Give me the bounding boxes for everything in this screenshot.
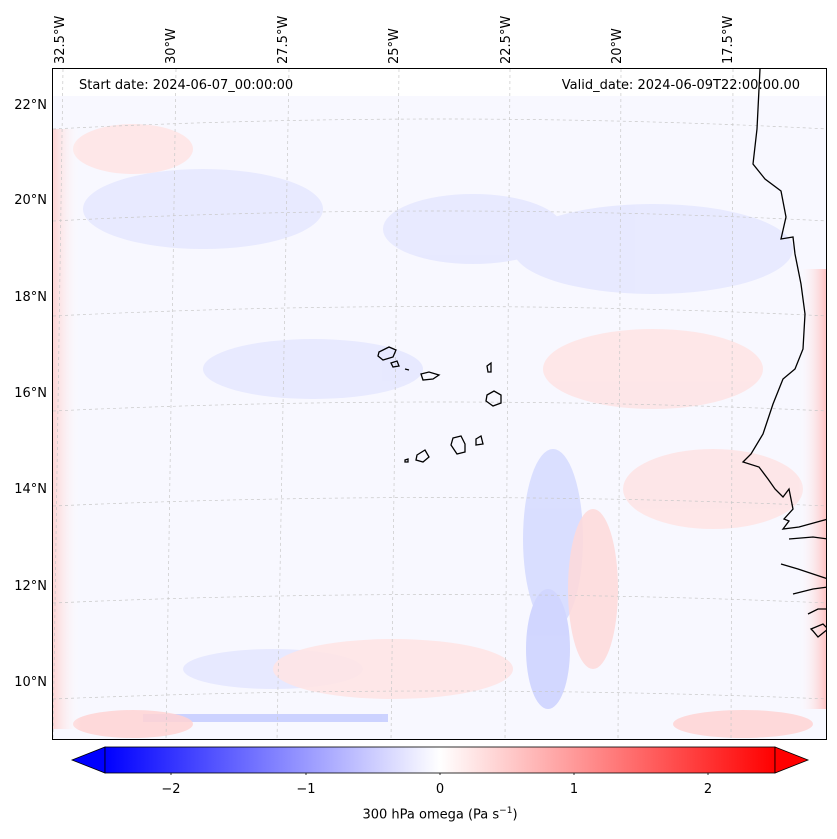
colorbar-tick-minus2: −2 (161, 782, 181, 797)
colorbar-gradient (104, 746, 776, 774)
lon-label-27-5w: 27.5°W (276, 15, 291, 64)
coastline (377, 69, 826, 638)
valid-date-label: Valid_date: 2024-06-09T22:00:00.00 (561, 78, 800, 93)
lon-label-32-5w: 32.5°W (53, 15, 68, 64)
omega-positive-regions (73, 124, 813, 738)
map-canvas (53, 69, 826, 739)
colorbar-label-suffix: ) (512, 807, 518, 823)
lat-label-18n: 18°N (14, 290, 47, 305)
lon-label-17-5w: 17.5°W (721, 15, 736, 64)
lat-label-22n: 22°N (14, 98, 47, 113)
lon-label-22-5w: 22.5°W (499, 15, 514, 64)
colorbar-label-prefix: 300 hPa omega (Pa s (362, 807, 500, 823)
lat-label-14n: 14°N (14, 482, 47, 497)
colorbar-label: 300 hPa omega (Pa s−1) (0, 806, 837, 822)
lat-label-10n: 10°N (14, 675, 47, 690)
start-date-label: Start date: 2024-06-07_00:00:00 (79, 78, 294, 93)
colorbar-label-exponent: −1 (499, 806, 513, 816)
colorbar-tick-0: 0 (435, 782, 445, 797)
lat-label-12n: 12°N (14, 579, 47, 594)
colorbar-min-arrow (70, 746, 106, 774)
omega-field-base (53, 69, 826, 739)
graticule (53, 69, 826, 739)
colorbar-tick-2: 2 (703, 782, 713, 797)
colorbar-max-arrow (774, 746, 810, 774)
right-edge-band (798, 269, 826, 709)
lon-label-30w: 30°W (164, 28, 179, 64)
colorbar-tick-1: 1 (569, 782, 579, 797)
lat-label-20n: 20°N (14, 193, 47, 208)
left-edge-band (53, 129, 81, 729)
colorbar-tick-minus1: −1 (296, 782, 316, 797)
lon-label-25w: 25°W (387, 28, 402, 64)
header-strip (53, 69, 826, 96)
lat-label-16n: 16°N (14, 386, 47, 401)
colorbar (70, 746, 810, 775)
lon-label-20w: 20°W (610, 28, 625, 64)
map-panel (52, 68, 827, 740)
